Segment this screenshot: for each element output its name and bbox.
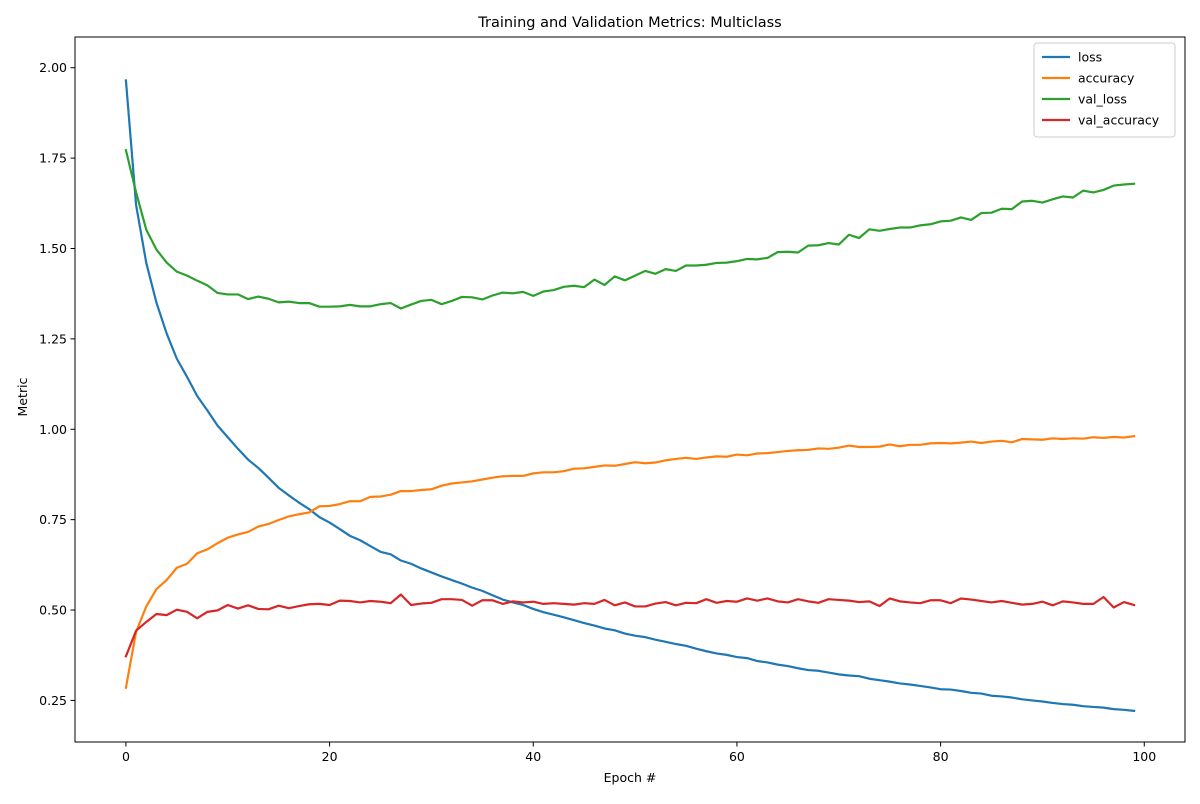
x-tick-label: 100 bbox=[1132, 749, 1156, 764]
series-layer bbox=[124, 79, 1136, 713]
y-tick-label: 0.75 bbox=[39, 512, 67, 527]
legend-label-accuracy: accuracy bbox=[1078, 71, 1135, 86]
y-tick-label: 0.25 bbox=[39, 693, 67, 708]
legend-box bbox=[1033, 42, 1176, 138]
series-line-loss bbox=[124, 79, 1136, 713]
y-tick-label: 1.50 bbox=[39, 241, 67, 256]
y-tick-label: 1.00 bbox=[39, 422, 67, 437]
axes-layer: 0 20 40 60 80 100 0.25 0.50 0.75 1.00 1.25 1.50 1.75… bbox=[39, 36, 1186, 764]
x-tick-label: 20 bbox=[322, 749, 338, 764]
y-tick-label: 0.50 bbox=[39, 603, 67, 618]
series-line-val-accuracy bbox=[124, 593, 1136, 658]
x-tick-label: 40 bbox=[525, 749, 541, 764]
y-tick-label: 1.75 bbox=[39, 151, 67, 166]
plot-frame bbox=[74, 36, 1186, 743]
y-axis-label: Metric bbox=[15, 377, 30, 416]
series-line-val-loss bbox=[124, 148, 1136, 310]
x-tick-label: 0 bbox=[122, 749, 130, 764]
legend: loss accuracy val_loss val_accuracy bbox=[1033, 42, 1176, 138]
y-tick-label: 1.25 bbox=[39, 331, 67, 346]
legend-label-val-accuracy: val_accuracy bbox=[1078, 113, 1160, 128]
y-tick-label: 2.00 bbox=[39, 60, 67, 75]
x-tick-label: 60 bbox=[729, 749, 745, 764]
x-axis-label: Epoch # bbox=[604, 770, 657, 785]
series-line-accuracy bbox=[124, 434, 1136, 690]
chart-title: Training and Validation Metrics: Multicl… bbox=[477, 15, 782, 31]
x-tick-label: 80 bbox=[933, 749, 949, 764]
legend-label-val-loss: val_loss bbox=[1078, 92, 1127, 107]
legend-label-loss: loss bbox=[1078, 50, 1102, 65]
